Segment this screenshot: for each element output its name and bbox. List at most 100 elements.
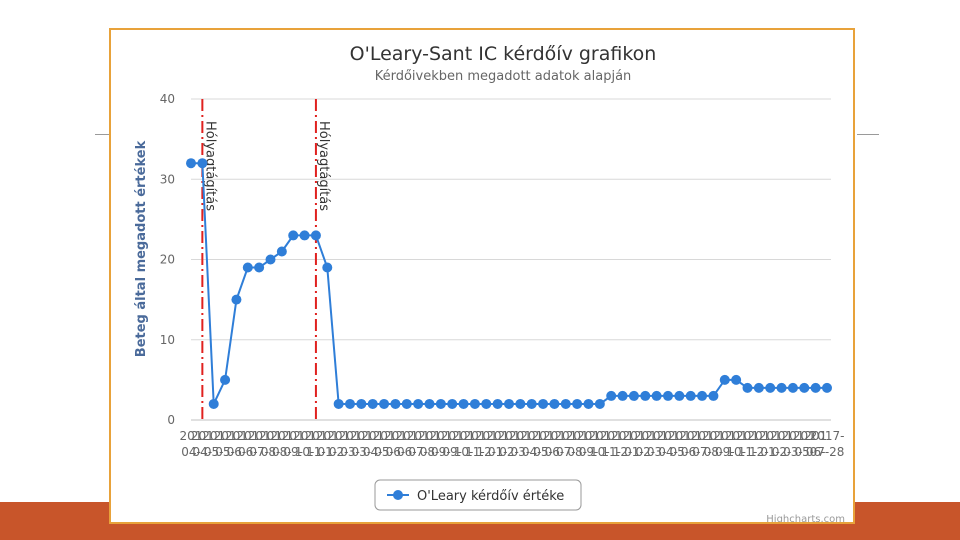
x-tick-label: 201 (361, 429, 384, 443)
data-point[interactable] (697, 390, 708, 401)
data-point[interactable] (606, 390, 617, 401)
data-point[interactable] (526, 398, 537, 409)
data-point[interactable] (447, 398, 458, 409)
data-point[interactable] (560, 398, 571, 409)
data-point[interactable] (254, 262, 265, 273)
data-point[interactable] (265, 254, 276, 265)
data-point[interactable] (310, 230, 321, 241)
data-point[interactable] (288, 230, 299, 241)
x-tick-label: 201 (202, 429, 225, 443)
data-point[interactable] (379, 398, 390, 409)
plot-line-label: Hólyagtágítás (202, 121, 217, 211)
x-tick-label: 07-28 (810, 445, 845, 459)
data-point[interactable] (685, 390, 696, 401)
background-rule-left (95, 134, 111, 135)
x-tick-label: 201 (725, 429, 748, 443)
credits-link[interactable]: Highcharts.com (766, 514, 845, 522)
y-gridlines (191, 98, 831, 421)
x-tick-label: 02- (329, 445, 349, 459)
series-o-leary (186, 158, 832, 409)
data-point[interactable] (208, 398, 219, 409)
data-point[interactable] (572, 398, 583, 409)
legend-item-label[interactable]: O'Leary kérdőív értéke (417, 489, 564, 504)
data-point[interactable] (299, 230, 310, 241)
data-point[interactable] (435, 398, 446, 409)
x-tick-label: 201 (475, 429, 498, 443)
data-point[interactable] (628, 390, 639, 401)
x-tick-label: 201 (770, 429, 793, 443)
data-point[interactable] (390, 398, 401, 409)
x-tick-label: 201 (316, 429, 339, 443)
x-tick-label: 201 (645, 429, 668, 443)
data-point[interactable] (481, 398, 492, 409)
data-point[interactable] (810, 382, 821, 393)
x-tick-label: 07- (249, 445, 269, 459)
data-point[interactable] (322, 262, 333, 273)
data-point[interactable] (424, 398, 435, 409)
data-point[interactable] (538, 398, 549, 409)
x-tick-label: 201 (781, 429, 804, 443)
x-tick-label: 04- (658, 445, 678, 459)
data-point[interactable] (549, 398, 560, 409)
data-point[interactable] (640, 390, 651, 401)
chart-title: O'Leary-Sant IC kérdőív grafikon (350, 43, 657, 65)
data-point[interactable] (458, 398, 469, 409)
data-point[interactable] (401, 398, 412, 409)
data-point[interactable] (651, 390, 662, 401)
data-point[interactable] (242, 262, 253, 273)
data-point[interactable] (345, 398, 355, 409)
data-point[interactable] (822, 382, 832, 393)
x-tick-label: 201 (441, 429, 464, 443)
data-point[interactable] (333, 398, 344, 409)
data-point[interactable] (617, 390, 628, 401)
data-point[interactable] (753, 382, 764, 393)
x-tick-label: 06- (386, 445, 406, 459)
data-point[interactable] (367, 398, 378, 409)
x-tick-label: 11- (465, 445, 485, 459)
data-point[interactable] (220, 374, 231, 385)
data-point[interactable] (231, 294, 242, 305)
x-tick-label: 03- (340, 445, 360, 459)
data-point[interactable] (276, 246, 287, 257)
data-point[interactable] (776, 382, 787, 393)
legend[interactable]: O'Leary kérdőív értéke (374, 479, 582, 511)
data-point[interactable] (356, 398, 367, 409)
data-point[interactable] (197, 158, 208, 169)
data-point[interactable] (674, 390, 685, 401)
data-point[interactable] (469, 398, 480, 409)
data-point[interactable] (515, 398, 526, 409)
y-tick-label: 0 (167, 413, 175, 427)
y-tick-label: 20 (160, 253, 175, 267)
data-point[interactable] (413, 398, 424, 409)
chart-frame: O'Leary-Sant IC kérdőív grafikon Kérdőiv… (109, 28, 855, 524)
data-point[interactable] (594, 398, 605, 409)
x-tick-label: 201 (259, 429, 282, 443)
data-point[interactable] (719, 374, 730, 385)
x-tick-label: 10- (726, 445, 746, 459)
data-point[interactable] (731, 374, 742, 385)
chart-subtitle: Kérdőivekben megadott adatok alapján (375, 69, 632, 84)
data-point[interactable] (504, 398, 514, 409)
background-rule-right (857, 134, 879, 135)
data-point[interactable] (708, 390, 719, 401)
x-tick-label: 07- (408, 445, 428, 459)
data-point[interactable] (492, 398, 503, 409)
data-point[interactable] (583, 398, 594, 409)
data-point[interactable] (742, 382, 753, 393)
x-tick-label: 05- (374, 445, 394, 459)
data-point[interactable] (186, 158, 196, 169)
data-point[interactable] (787, 382, 798, 393)
x-tick-label: 201 (622, 429, 645, 443)
x-tick-label: 05- (670, 445, 690, 459)
x-tick-label: 05- (204, 445, 224, 459)
x-tick-label: 11- (601, 445, 621, 459)
x-tick-label: 06- (681, 445, 701, 459)
data-point[interactable] (663, 390, 673, 401)
x-tick-label: 201 (214, 429, 237, 443)
x-tick-label: 12- (749, 445, 769, 459)
x-tick-label: 10- (295, 445, 315, 459)
x-tick-label: 201 (634, 429, 657, 443)
data-point[interactable] (765, 382, 776, 393)
x-tick-label: 01- (317, 445, 337, 459)
data-point[interactable] (799, 382, 810, 393)
